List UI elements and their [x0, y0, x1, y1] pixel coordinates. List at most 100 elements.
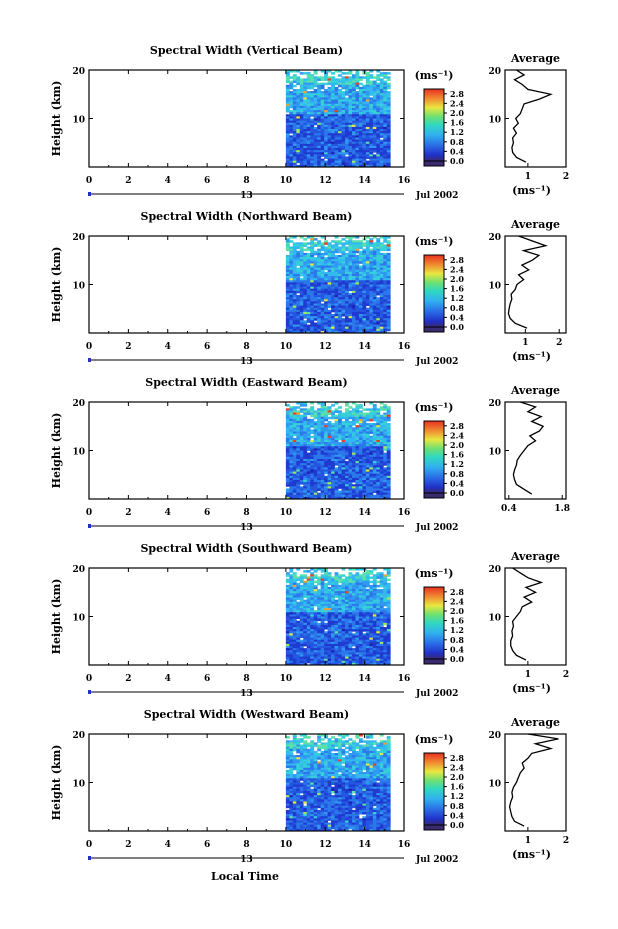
heatmap-cell — [299, 408, 304, 411]
heatmap-cell — [358, 439, 363, 443]
heatmap-cell — [327, 620, 332, 624]
heatmap-cell — [313, 154, 318, 157]
heatmap-cell — [334, 154, 339, 157]
heatmap-cell — [369, 91, 374, 94]
heatmap-cell — [341, 480, 346, 483]
heatmap-cell — [341, 101, 346, 105]
heatmap-cell — [386, 633, 391, 636]
heatmap-cell — [310, 595, 315, 598]
heatmap-cell — [376, 269, 381, 273]
heatmap-cell — [338, 603, 342, 607]
heatmap-cell — [331, 292, 335, 296]
heatmap-cell — [299, 435, 304, 439]
heatmap-cell — [317, 486, 322, 489]
heatmap-cell — [351, 420, 356, 424]
heatmap-cell — [369, 494, 374, 498]
heatmap-cell — [289, 328, 294, 332]
heatmap-cell — [379, 622, 384, 626]
heatmap-cell — [372, 584, 377, 588]
heatmap-cell — [362, 435, 367, 439]
heatmap-cell — [376, 305, 381, 309]
heatmap-cell — [306, 448, 311, 451]
heatmap-cell — [296, 586, 301, 590]
heatmap-cell — [299, 591, 304, 594]
heatmap-cell — [355, 473, 360, 477]
heatmap-cell — [334, 482, 339, 485]
heatmap-cell — [351, 423, 356, 426]
heatmap-cell — [324, 570, 329, 573]
heatmap-cell — [285, 322, 290, 325]
heatmap-cell — [334, 307, 339, 311]
heatmap-cell — [345, 593, 349, 596]
heatmap-cell — [292, 301, 297, 304]
heatmap-cell — [313, 461, 318, 464]
heatmap-cell — [351, 116, 356, 119]
heatmap-cell — [334, 137, 339, 140]
heatmap-cell — [362, 605, 367, 609]
heatmap-cell — [362, 244, 367, 247]
heatmap-cell — [365, 145, 370, 149]
heatmap-cell — [376, 131, 381, 134]
heatmap-cell — [324, 568, 329, 571]
heatmap-cell — [365, 631, 370, 634]
heatmap-cell — [355, 629, 360, 632]
heatmap-cell — [299, 257, 304, 260]
heatmap-cell — [376, 437, 381, 441]
heatmap-cell — [351, 610, 356, 613]
heatmap-cell — [327, 267, 332, 271]
heatmap-cell — [303, 622, 308, 626]
heatmap-cell — [362, 118, 367, 122]
heatmap-cell — [296, 320, 301, 323]
heatmap-cell — [296, 273, 301, 277]
heatmap-cell — [355, 597, 360, 601]
heatmap-cell — [351, 284, 356, 288]
heatmap-cell — [386, 263, 391, 266]
heatmap-cell — [320, 461, 325, 464]
heatmap-cell — [348, 420, 353, 424]
heatmap-cell — [285, 410, 290, 413]
heatmap-cell — [355, 612, 360, 615]
heatmap-cell — [362, 439, 367, 443]
heatmap-cell — [372, 463, 377, 466]
heatmap-cell — [320, 469, 325, 472]
heatmap-cell — [324, 576, 329, 579]
heatmap-cell — [331, 91, 335, 94]
heatmap-cell — [383, 120, 388, 124]
heatmap-cell — [341, 271, 346, 275]
average-x-label: (ms⁻¹) — [512, 184, 551, 197]
heatmap-cell — [376, 278, 381, 281]
heatmap-cell — [341, 568, 346, 571]
heatmap-cell — [303, 280, 308, 283]
x-tick-label: 8 — [243, 508, 249, 518]
heatmap-cell — [296, 316, 301, 319]
heatmap-cell — [355, 603, 360, 607]
heatmap-cell — [355, 246, 360, 250]
heatmap-cell — [345, 603, 349, 607]
heatmap-cell — [285, 122, 290, 126]
heatmap-cell — [362, 420, 367, 424]
heatmap-cell — [331, 471, 335, 475]
heatmap-cell — [299, 280, 304, 283]
heatmap-cell — [351, 101, 356, 105]
heatmap-cell — [386, 280, 391, 283]
heatmap-cell — [299, 316, 304, 319]
heatmap-cell — [289, 454, 294, 458]
heatmap-cell — [324, 93, 329, 96]
heatmap-cell — [334, 452, 339, 456]
heatmap-cell — [324, 484, 329, 487]
heatmap-cell — [351, 494, 356, 498]
heatmap-cell — [299, 150, 304, 153]
heatmap-cell — [303, 429, 308, 432]
heatmap-cell — [313, 488, 318, 491]
heatmap-cell — [376, 107, 381, 111]
heatmap-cell — [376, 408, 381, 411]
heatmap-cell — [358, 156, 363, 159]
heatmap-cell — [362, 629, 367, 632]
heatmap-cell — [289, 408, 294, 411]
heatmap-cell — [334, 473, 339, 477]
heatmap-cell — [324, 114, 329, 117]
heatmap-cell — [383, 584, 388, 588]
heatmap-cell — [348, 240, 353, 243]
heatmap-cell — [372, 242, 377, 245]
heatmap-cell — [306, 608, 311, 611]
